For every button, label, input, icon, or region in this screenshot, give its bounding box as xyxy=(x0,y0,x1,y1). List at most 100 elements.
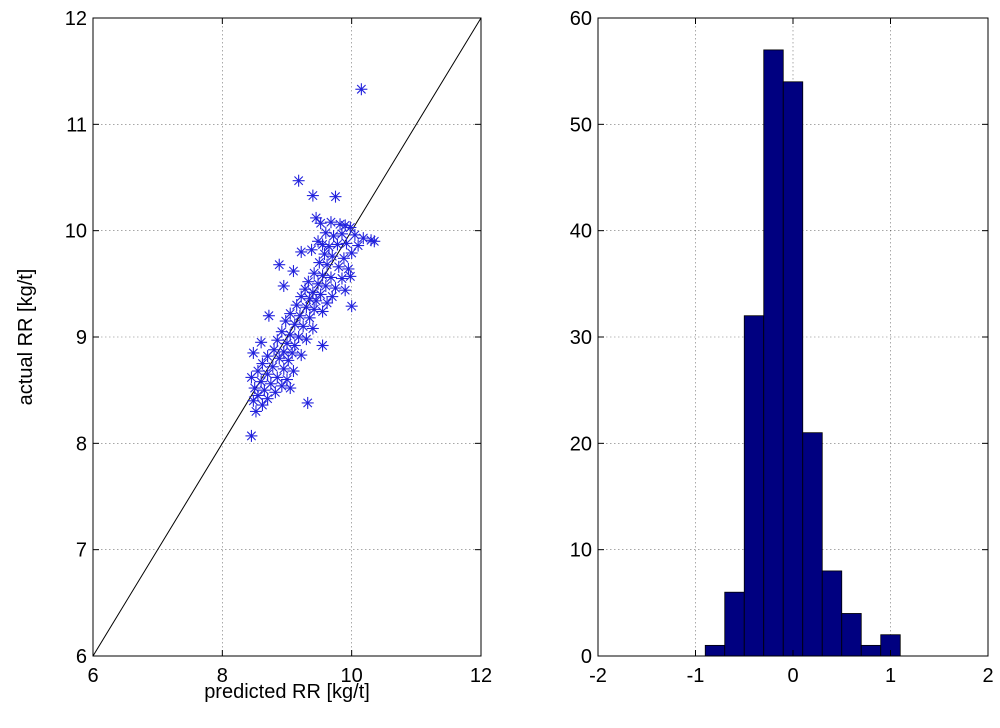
scatter-point xyxy=(331,238,344,251)
scatter-y-tick-label: 7 xyxy=(76,540,87,562)
scatter-point xyxy=(247,394,260,407)
reference-line xyxy=(92,17,482,657)
scatter-point xyxy=(293,309,306,322)
scatter-point xyxy=(261,350,274,363)
scatter-point xyxy=(281,337,293,350)
scatter-point xyxy=(261,368,274,381)
scatter-point xyxy=(268,343,281,356)
scatter-point xyxy=(335,227,348,240)
scatter-point xyxy=(319,279,332,292)
histogram-y-tick-label: 0 xyxy=(581,646,592,668)
scatter-point xyxy=(329,190,342,203)
histogram-grid xyxy=(598,18,988,656)
scatter-point xyxy=(342,262,355,275)
scatter-point xyxy=(262,309,275,322)
scatter-point xyxy=(321,296,334,309)
scatter-point xyxy=(310,211,323,224)
scatter-y-axis-label: actual RR [kg/t] xyxy=(15,269,37,406)
scatter-point xyxy=(290,299,303,312)
scatter-point xyxy=(277,345,290,358)
scatter-x-tick-label: 6 xyxy=(87,665,98,687)
scatter-x-axis-label: predicted RR [kg/t] xyxy=(204,681,370,703)
scatter-point xyxy=(321,258,334,271)
scatter-point xyxy=(300,333,313,346)
scatter-point xyxy=(308,303,321,316)
scatter-point xyxy=(245,371,258,384)
histogram-x-tick-label: 2 xyxy=(982,665,993,687)
scatter-point xyxy=(245,429,258,442)
scatter-point xyxy=(281,373,293,386)
scatter-point xyxy=(326,290,339,303)
scatter-point xyxy=(326,250,339,263)
scatter-point xyxy=(314,288,327,301)
scatter-point xyxy=(302,275,315,288)
scatter-point xyxy=(316,339,329,352)
scatter-point xyxy=(301,396,314,409)
scatter-point xyxy=(344,270,357,283)
scatter-point xyxy=(339,284,352,297)
scatter-point xyxy=(355,83,368,96)
scatter-point xyxy=(312,277,325,290)
histogram-bar xyxy=(860,644,882,657)
scatter-point xyxy=(273,352,286,365)
scatter-point xyxy=(256,357,269,370)
scatter-point xyxy=(271,334,284,347)
scatter-point xyxy=(273,258,286,271)
scatter-point xyxy=(323,240,336,253)
scatter-ticks: 6 8 10 12 6 7 8 9 10 11 12 xyxy=(65,8,492,687)
histogram-y-tick-label: 50 xyxy=(570,114,592,136)
histogram-x-tick-label: 1 xyxy=(885,665,896,687)
scatter-point xyxy=(269,386,282,399)
scatter-point xyxy=(292,174,305,187)
histogram-bar xyxy=(724,591,745,657)
histogram-bar xyxy=(802,432,823,657)
scatter-point xyxy=(300,301,313,314)
scatter-point xyxy=(306,189,319,202)
scatter-point xyxy=(288,318,301,331)
scatter-point xyxy=(295,245,308,258)
scatter-y-tick-label: 12 xyxy=(65,8,87,30)
scatter-y-tick-label: 9 xyxy=(76,327,87,349)
scatter-y-tick-label: 10 xyxy=(65,221,87,243)
scatter-point xyxy=(345,300,358,313)
scatter-point xyxy=(287,365,300,378)
scatter-x-tick-label: 12 xyxy=(470,665,492,687)
scatter-y-tick-label: 11 xyxy=(66,114,87,136)
scatter-point xyxy=(266,360,279,373)
scatter-point xyxy=(306,322,319,335)
scatter-points xyxy=(245,83,381,442)
histogram-y-tick-label: 10 xyxy=(570,540,592,562)
scatter-point xyxy=(277,362,290,375)
histogram-bar xyxy=(763,49,784,657)
scatter-point xyxy=(337,252,350,265)
scatter-point xyxy=(332,260,345,273)
scatter-point xyxy=(282,354,295,367)
histogram-y-tick-label: 60 xyxy=(570,8,592,30)
scatter-point xyxy=(318,248,331,261)
scatter-x-tick-label: 10 xyxy=(341,665,363,687)
histogram-bar xyxy=(841,613,862,657)
scatter-x-tick-label: 8 xyxy=(217,665,228,687)
scatter-point xyxy=(310,294,323,307)
scatter-point xyxy=(324,216,337,229)
scatter-point xyxy=(287,265,300,278)
histogram-bar xyxy=(704,644,726,657)
scatter-point xyxy=(340,237,353,250)
scatter-point xyxy=(277,279,290,292)
histogram-y-tick-label: 20 xyxy=(570,433,592,455)
scatter-point xyxy=(314,217,327,230)
scatter-point xyxy=(297,320,310,333)
scatter-point xyxy=(316,305,329,318)
scatter-point xyxy=(308,267,321,280)
histogram-bar xyxy=(821,570,843,657)
scatter-point xyxy=(344,221,357,234)
scatter-plot-panel: 6 8 10 12 6 7 8 9 10 11 12 predicted RR [kg/t] act… xyxy=(15,8,492,703)
scatter-point xyxy=(303,311,316,324)
scatter-point xyxy=(261,392,274,405)
histogram-y-tick-label: 40 xyxy=(570,221,592,243)
histogram-x-tick-label: 0 xyxy=(787,665,798,687)
scatter-point xyxy=(316,269,329,282)
